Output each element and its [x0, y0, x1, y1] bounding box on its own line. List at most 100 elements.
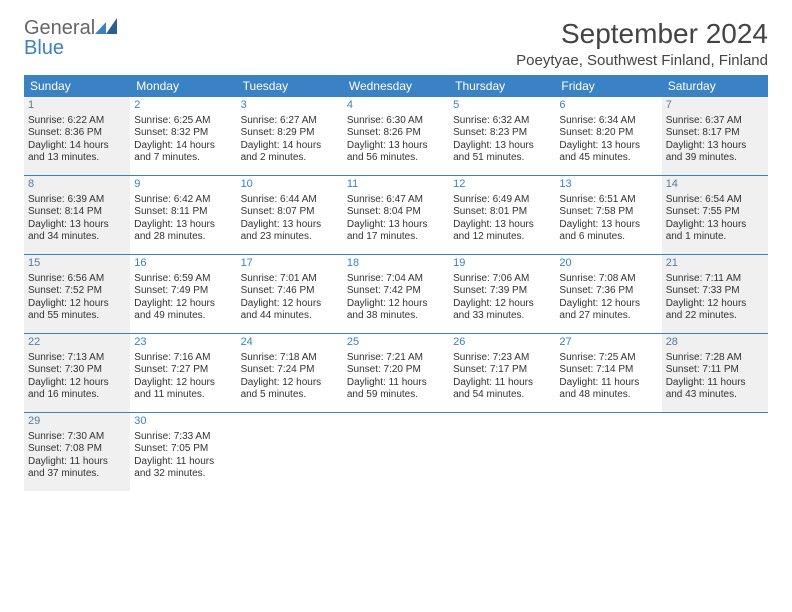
day-cell: 17Sunrise: 7:01 AMSunset: 7:46 PMDayligh…	[237, 255, 343, 333]
day-number: 22	[28, 336, 126, 350]
sunrise-line: Sunrise: 6:25 AM	[134, 115, 232, 128]
week-row: 29Sunrise: 7:30 AMSunset: 7:08 PMDayligh…	[24, 412, 768, 491]
daylight-line: Daylight: 13 hours and 39 minutes.	[666, 140, 764, 165]
sunrise-line: Sunrise: 6:30 AM	[347, 115, 445, 128]
daylight-line: Daylight: 12 hours and 22 minutes.	[666, 298, 764, 323]
week-row: 15Sunrise: 6:56 AMSunset: 7:52 PMDayligh…	[24, 254, 768, 333]
sunrise-line: Sunrise: 6:34 AM	[559, 115, 657, 128]
title-block: September 2024 Poeytyae, Southwest Finla…	[516, 18, 768, 69]
day-number: 7	[666, 99, 764, 113]
daylight-line: Daylight: 14 hours and 7 minutes.	[134, 140, 232, 165]
sunrise-line: Sunrise: 7:04 AM	[347, 273, 445, 286]
day-number: 24	[241, 336, 339, 350]
day-cell: 29Sunrise: 7:30 AMSunset: 7:08 PMDayligh…	[24, 413, 130, 491]
day-cell: 13 Sunrise: 6:51 AMSunset: 7:58 PMDayligh…	[555, 176, 661, 254]
sunrise-line: Sunrise: 7:13 AM	[28, 352, 126, 365]
daylight-line: Daylight: 13 hours and 17 minutes.	[347, 219, 445, 244]
day-cell: 30Sunrise: 7:33 AMSunset: 7:05 PMDayligh…	[130, 413, 236, 491]
sunset-line: Sunset: 7:49 PM	[134, 285, 232, 298]
sunrise-line: Sunrise: 7:06 AM	[453, 273, 551, 286]
day-cell: 19Sunrise: 7:06 AMSunset: 7:39 PMDayligh…	[449, 255, 555, 333]
weeks-container: 1 Sunrise: 6:22 AMSunset: 8:36 PM Daylight…	[24, 97, 768, 491]
day-cell: 10Sunrise: 6:44 AMSunset: 8:07 PMDayligh…	[237, 176, 343, 254]
daylight-line: Daylight: 12 hours and 16 minutes.	[28, 377, 126, 402]
sunrise-line: Sunrise: 6:54 AM	[666, 194, 764, 207]
daylight-line: Daylight: 13 hours and 6 minutes.	[559, 219, 657, 244]
daylight-line: Daylight: 12 hours and 11 minutes.	[134, 377, 232, 402]
day-number: 9	[134, 178, 232, 192]
daylight-line: Daylight: 11 hours and 32 minutes.	[134, 456, 232, 481]
sunrise-line: Sunrise: 7:21 AM	[347, 352, 445, 365]
day-number: 8	[28, 178, 126, 192]
daylight-line: Daylight: 13 hours and 51 minutes.	[453, 140, 551, 165]
day-number: 23	[134, 336, 232, 350]
day-number: 25	[347, 336, 445, 350]
day-number: 28	[666, 336, 764, 350]
sunset-line: Sunset: 8:07 PM	[241, 206, 339, 219]
sunrise-line: Sunrise: 7:18 AM	[241, 352, 339, 365]
sunrise-line: Sunrise: 7:30 AM	[28, 431, 126, 444]
sunset-line: Sunset: 7:36 PM	[559, 285, 657, 298]
daylight-line: Daylight: 13 hours and 28 minutes.	[134, 219, 232, 244]
sunset-line: Sunset: 7:39 PM	[453, 285, 551, 298]
logo-word-blue: Blue	[24, 37, 64, 59]
sunset-line: Sunset: 7:27 PM	[134, 364, 232, 377]
day-cell: 5Sunrise: 6:32 AMSunset: 8:23 PMDaylight…	[449, 97, 555, 175]
day-number: 15	[28, 257, 126, 271]
week-row: 1 Sunrise: 6:22 AMSunset: 8:36 PM Daylight…	[24, 97, 768, 175]
sunrise-line: Sunrise: 6:47 AM	[347, 194, 445, 207]
day-cell: 24Sunrise: 7:18 AMSunset: 7:24 PMDayligh…	[237, 334, 343, 412]
day-cell	[237, 413, 343, 491]
day-cell: 4Sunrise: 6:30 AMSunset: 8:26 PMDaylight…	[343, 97, 449, 175]
sunrise-line: Sunrise: 6:49 AM	[453, 194, 551, 207]
daylight-line: Daylight: 13 hours and 45 minutes.	[559, 140, 657, 165]
daylight-line: Daylight: 11 hours and 54 minutes.	[453, 377, 551, 402]
day-number: 11	[347, 178, 445, 192]
logo-text: General Blue	[24, 18, 117, 58]
logo: General Blue	[24, 18, 117, 58]
sunrise-line: Sunrise: 7:01 AM	[241, 273, 339, 286]
daylight-line: Daylight: 12 hours and 38 minutes.	[347, 298, 445, 323]
daylight-line: Daylight: 11 hours and 43 minutes.	[666, 377, 764, 402]
day-number: 16	[134, 257, 232, 271]
sunset-line: Sunset: 7:24 PM	[241, 364, 339, 377]
daylight-line: Daylight: 12 hours and 49 minutes.	[134, 298, 232, 323]
day-number: 2	[134, 99, 232, 113]
sunrise-line: Sunrise: 6:32 AM	[453, 115, 551, 128]
day-number: 5	[453, 99, 551, 113]
sunrise-line: Sunrise: 7:23 AM	[453, 352, 551, 365]
sunrise-line: Sunrise: 6:37 AM	[666, 115, 764, 128]
daylight-line: Daylight: 12 hours and 33 minutes.	[453, 298, 551, 323]
day-cell	[555, 413, 661, 491]
sunrise-line: Sunrise: 6:22 AM	[28, 115, 126, 128]
day-cell: 15Sunrise: 6:56 AMSunset: 7:52 PMDayligh…	[24, 255, 130, 333]
sunrise-line: Sunrise: 6:51 AM	[559, 194, 657, 207]
sunrise-line: Sunrise: 7:33 AM	[134, 431, 232, 444]
day-cell: 26Sunrise: 7:23 AMSunset: 7:17 PMDayligh…	[449, 334, 555, 412]
sunset-line: Sunset: 7:17 PM	[453, 364, 551, 377]
day-cell: 8Sunrise: 6:39 AMSunset: 8:14 PMDaylight…	[24, 176, 130, 254]
day-number: 18	[347, 257, 445, 271]
sunrise-line: Sunrise: 7:25 AM	[559, 352, 657, 365]
daylight-line: Daylight: 13 hours and 34 minutes.	[28, 219, 126, 244]
week-row: 22Sunrise: 7:13 AMSunset: 7:30 PMDayligh…	[24, 333, 768, 412]
sunrise-line: Sunrise: 7:28 AM	[666, 352, 764, 365]
day-cell: 11Sunrise: 6:47 AMSunset: 8:04 PMDayligh…	[343, 176, 449, 254]
day-number: 1	[28, 99, 126, 113]
sunset-line: Sunset: 8:32 PM	[134, 127, 232, 140]
sunset-line: Sunset: 7:58 PM	[559, 206, 657, 219]
sunset-line: Sunset: 7:11 PM	[666, 364, 764, 377]
logo-mark-icon	[95, 18, 117, 34]
day-number: 3	[241, 99, 339, 113]
daylight-line: Daylight: 13 hours and 56 minutes.	[347, 140, 445, 165]
daylight-line: Daylight: 11 hours and 37 minutes.	[28, 456, 126, 481]
day-cell: 12Sunrise: 6:49 AMSunset: 8:01 PMDayligh…	[449, 176, 555, 254]
sunrise-line: Sunrise: 6:42 AM	[134, 194, 232, 207]
day-number: 13	[559, 178, 657, 192]
sunset-line: Sunset: 7:05 PM	[134, 443, 232, 456]
day-cell: 18Sunrise: 7:04 AMSunset: 7:42 PMDayligh…	[343, 255, 449, 333]
sunset-line: Sunset: 8:26 PM	[347, 127, 445, 140]
day-cell: 21Sunrise: 7:11 AMSunset: 7:33 PMDayligh…	[662, 255, 768, 333]
day-cell: 28 Sunrise: 7:28 AMSunset: 7:11 PMDayligh…	[662, 334, 768, 412]
sunset-line: Sunset: 8:36 PM	[28, 127, 126, 140]
